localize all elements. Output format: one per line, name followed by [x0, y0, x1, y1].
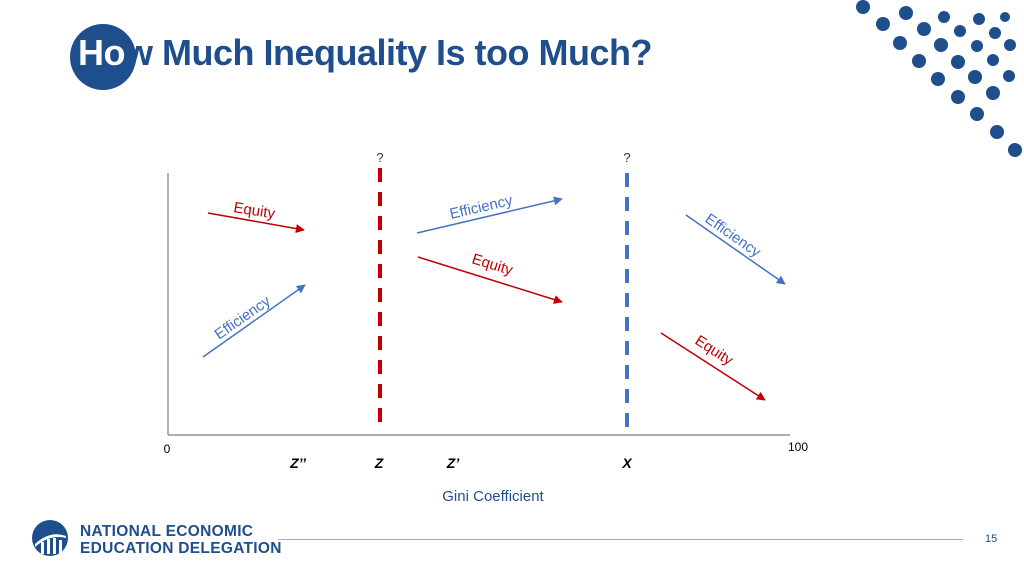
efficiency-arrow-left [202, 284, 306, 358]
equity-arrow-left [207, 212, 305, 234]
efficiency-arrow-right [685, 214, 786, 285]
marker-z-prime: Z’ [446, 455, 461, 471]
inequality-diagram: ? ? Equity Efficiency Efficiency Equity … [164, 150, 809, 505]
efficiency-arrow-middle [416, 196, 563, 234]
footer-divider [278, 539, 963, 540]
title-lead: Ho [78, 32, 126, 73]
page-title: How Much Inequality Is too Much? [78, 32, 653, 74]
equity-label-left: Equity [232, 199, 276, 222]
efficiency-label-left: Efficiency [212, 292, 275, 343]
equity-arrow-right [660, 332, 766, 401]
x-axis-title: Gini Coefficient [442, 488, 544, 505]
boundary-label-x: ? [623, 150, 630, 165]
page-number: 15 [985, 533, 998, 545]
axis-end-label: 100 [788, 440, 808, 454]
need-logo-icon [32, 520, 68, 556]
boundary-label-z: ? [376, 150, 383, 165]
axis-start-label: 0 [164, 442, 171, 456]
decorative-dot-pattern [856, 0, 1022, 157]
marker-x: X [621, 455, 633, 471]
efficiency-label-right: Efficiency [702, 210, 765, 261]
org-name-line1: NATIONAL ECONOMIC [80, 523, 254, 540]
org-name-line2: EDUCATION DELEGATION [80, 540, 282, 557]
equity-arrow-middle [417, 256, 563, 304]
title-rest: w Much Inequality Is too Much? [125, 32, 653, 73]
equity-label-right: Equity [692, 332, 737, 369]
org-name: NATIONAL ECONOMIC EDUCATION DELEGATION [80, 523, 282, 557]
title-circle-accent [70, 24, 136, 90]
marker-z: Z [374, 455, 384, 471]
marker-z-double-prime: Z’’ [289, 455, 307, 471]
